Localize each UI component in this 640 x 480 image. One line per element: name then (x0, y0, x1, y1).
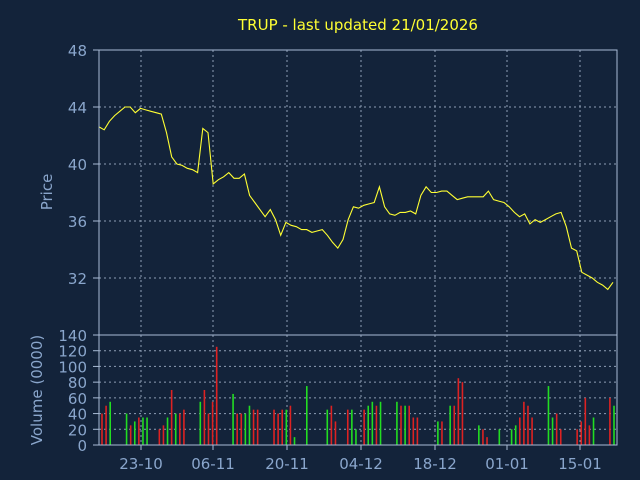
price-tick-label: 32 (68, 270, 87, 288)
price-line-group (98, 106, 614, 291)
volume-grid (99, 335, 617, 445)
price-line (98, 106, 614, 291)
x-axis-ticks: 23-10 06-11 20-11 04-12 18-12 01-01 15-01 (119, 445, 602, 473)
price-axis-label: Price (38, 174, 56, 211)
volume-tick-label: 100 (58, 358, 87, 376)
volume-axis-label: Volume (0000) (28, 335, 46, 445)
price-tick-label: 40 (68, 156, 87, 174)
price-grid (99, 50, 617, 335)
x-tick-label: 06-11 (191, 455, 235, 473)
x-tick-label: 15-01 (558, 455, 602, 473)
price-axis-ticks: 48 44 40 36 32 (68, 42, 99, 288)
price-tick-label: 48 (68, 42, 87, 60)
volume-tick-label: 20 (68, 421, 87, 439)
x-tick-label: 01-01 (485, 455, 529, 473)
volume-tick-label: 80 (68, 374, 87, 392)
x-tick-label: 20-11 (265, 455, 309, 473)
volume-tick-label: 0 (77, 437, 87, 455)
x-tick-label: 23-10 (119, 455, 163, 473)
price-tick-label: 44 (68, 99, 87, 117)
x-tick-label: 04-12 (339, 455, 383, 473)
volume-tick-label: 40 (68, 406, 87, 424)
volume-tick-label: 140 (58, 327, 87, 345)
volume-tick-label: 120 (58, 343, 87, 361)
volume-panel-frame (98, 334, 618, 446)
chart-title: TRUP - last updated 21/01/2026 (237, 16, 478, 34)
x-tick-label: 18-12 (413, 455, 457, 473)
volume-bars (101, 346, 615, 445)
price-tick-label: 36 (68, 213, 87, 231)
volume-tick-label: 60 (68, 390, 87, 408)
